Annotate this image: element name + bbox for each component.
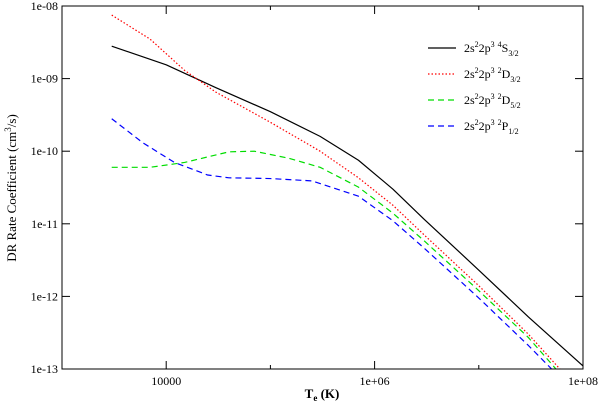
y-axis-label: DR Rate Coefficient (cm3/s) — [3, 114, 19, 262]
y-axis-label-main: DR Rate Coefficient (cm — [4, 132, 19, 262]
legend-label-3: 2s22p3 2D5/2 — [464, 92, 521, 110]
y-tick-label: 1e-13 — [31, 362, 58, 376]
x-axis-label: Te (K) — [305, 386, 340, 403]
x-axis-label-main: T — [305, 386, 314, 401]
series-lines — [111, 14, 583, 369]
x-tick-label: 10000 — [151, 374, 181, 388]
series-line-3 — [111, 150, 557, 369]
x-tick-label: 1e+08 — [568, 374, 598, 388]
series-line-4 — [111, 118, 553, 369]
x-axis-label-sub: e — [313, 393, 317, 403]
y-tick-label: 1e-09 — [31, 72, 58, 86]
y-tick-label: 1e-11 — [31, 217, 58, 231]
y-tick-label: 1e-08 — [31, 0, 58, 13]
tick-labels: 10000 1e+06 1e+08 1e-13 1e-12 1e-11 1e-10 1e-09… — [31, 0, 598, 388]
y-tick-label: 1e-10 — [31, 144, 58, 158]
plot-frame — [61, 5, 584, 370]
y-tick-label: 1e-12 — [31, 289, 58, 303]
legend-label-1: 2s22p3 4S3/2 — [464, 40, 519, 58]
y-axis-label-sup: 3 — [3, 127, 13, 132]
axis-ticks — [61, 5, 584, 370]
legend-label-4: 2s22p3 2P1/2 — [464, 118, 519, 136]
legend: 2s22p3 4S3/2 2s22p3 2D3/2 2s22p3 2D5/2 2s22… — [428, 40, 521, 136]
legend-label-2: 2s22p3 2D3/2 — [464, 66, 521, 84]
x-axis-label-rest: (K) — [317, 386, 339, 401]
y-axis-label-rest: /s) — [4, 114, 19, 127]
x-tick-label: 1e+06 — [360, 374, 390, 388]
series-line-2 — [111, 14, 561, 369]
